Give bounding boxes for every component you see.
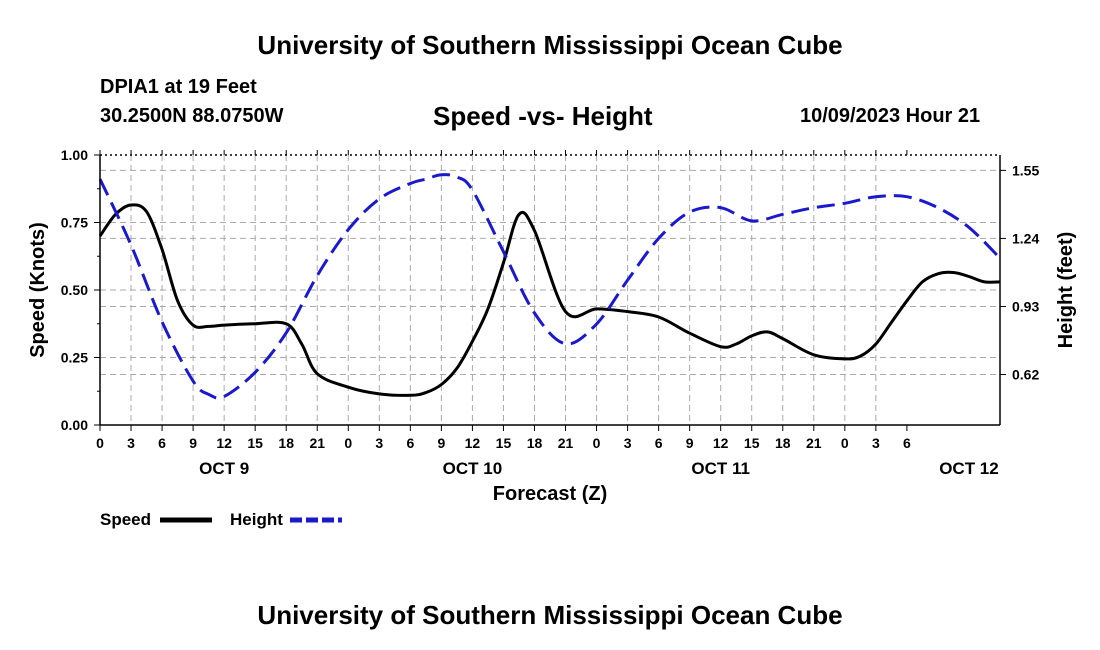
day-label: OCT 10 — [443, 459, 503, 478]
x-tick-label: 18 — [527, 435, 543, 451]
x-tick-label: 6 — [903, 435, 911, 451]
day-label: OCT 9 — [199, 459, 249, 478]
x-tick-label: 12 — [713, 435, 729, 451]
x-tick-label: 15 — [744, 435, 760, 451]
series-line-height — [98, 173, 1002, 400]
datetime-label: 10/09/2023 Hour 21 — [800, 105, 981, 127]
y-tick-label: 0.50 — [61, 282, 88, 298]
y2-tick-label: 1.24 — [1012, 230, 1039, 246]
x-tick-label: 3 — [872, 435, 880, 451]
x-tick-label: 3 — [375, 435, 383, 451]
x-tick-label: 0 — [841, 435, 849, 451]
x-tick-label: 9 — [437, 435, 445, 451]
y2-tick-label: 0.93 — [1012, 298, 1039, 314]
x-tick-label: 6 — [406, 435, 414, 451]
legend-speed-label: Speed — [100, 510, 151, 529]
x-tick-label: 12 — [465, 435, 481, 451]
day-label: OCT 11 — [691, 459, 750, 478]
station-label: DPIA1 at 19 Feet — [100, 76, 257, 98]
y-tick-label: 0.25 — [61, 350, 88, 366]
x-tick-label: 0 — [344, 435, 352, 451]
x-tick-label: 0 — [593, 435, 601, 451]
y-tick-label: 0.00 — [61, 417, 88, 433]
x-axis-title: Forecast (Z) — [493, 483, 607, 505]
x-tick-label: 15 — [496, 435, 512, 451]
day-label: OCT 12 — [939, 459, 999, 478]
x-tick-label: 3 — [624, 435, 632, 451]
y-axis-title: Speed (Knots) — [27, 222, 49, 358]
y2-axis-title: Height (feet) — [1055, 232, 1077, 349]
x-tick-label: 3 — [127, 435, 135, 451]
x-tick-label: 6 — [655, 435, 663, 451]
x-tick-label: 6 — [158, 435, 166, 451]
x-tick-label: 18 — [775, 435, 791, 451]
legend-height-label: Height — [230, 510, 283, 529]
x-tick-label: 15 — [247, 435, 263, 451]
y2-tick-label: 0.62 — [1012, 367, 1039, 383]
x-tick-label: 9 — [189, 435, 197, 451]
x-tick-label: 21 — [806, 435, 822, 451]
x-tick-label: 0 — [96, 435, 104, 451]
x-tick-label: 12 — [216, 435, 232, 451]
x-tick-label: 21 — [309, 435, 325, 451]
y-tick-label: 0.75 — [61, 215, 88, 231]
series-line-speed — [98, 203, 1001, 397]
y2-tick-label: 1.55 — [1012, 162, 1039, 178]
footer-title: University of Southern Mississippi Ocean… — [257, 600, 843, 630]
x-tick-label: 21 — [558, 435, 574, 451]
chart-subtitle: Speed -vs- Height — [433, 101, 653, 131]
x-tick-label: 18 — [278, 435, 294, 451]
x-tick-label: 9 — [686, 435, 694, 451]
latlon-label: 30.2500N 88.0750W — [100, 105, 284, 127]
y-tick-label: 1.00 — [61, 147, 88, 163]
page-title: University of Southern Mississippi Ocean… — [257, 30, 843, 60]
